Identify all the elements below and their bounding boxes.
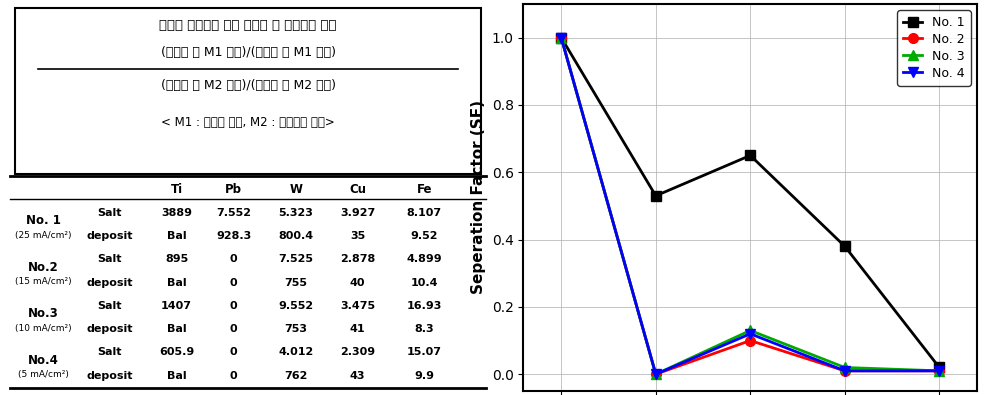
Text: 16.93: 16.93 xyxy=(406,301,442,311)
Text: 3.475: 3.475 xyxy=(340,301,375,311)
Text: 9.552: 9.552 xyxy=(278,301,313,311)
Text: 7.525: 7.525 xyxy=(278,254,313,264)
Text: 10.4: 10.4 xyxy=(410,278,438,288)
Text: (15 mA/cm²): (15 mA/cm²) xyxy=(15,277,71,286)
No. 4 xyxy=(743,331,755,336)
Text: deposit: deposit xyxy=(87,324,133,334)
FancyBboxPatch shape xyxy=(15,8,481,174)
No. 2 xyxy=(555,35,567,40)
No. 1 xyxy=(743,153,755,158)
Text: Pb: Pb xyxy=(225,183,242,196)
Text: < M1 : 불순물 금속, M2 : 타이타늄 금속>: < M1 : 불순물 금속, M2 : 타이타늄 금속> xyxy=(161,115,334,128)
Text: 5.323: 5.323 xyxy=(278,208,313,218)
Text: (25 mA/cm²): (25 mA/cm²) xyxy=(15,231,71,240)
Text: 2.878: 2.878 xyxy=(339,254,375,264)
Text: 755: 755 xyxy=(284,278,307,288)
Text: 0: 0 xyxy=(230,347,238,357)
Text: 8.3: 8.3 xyxy=(414,324,434,334)
Text: 0: 0 xyxy=(230,278,238,288)
Text: 3.927: 3.927 xyxy=(339,208,375,218)
Line: No. 4: No. 4 xyxy=(556,33,944,379)
Text: 2.309: 2.309 xyxy=(340,347,375,357)
Text: Ti: Ti xyxy=(171,183,182,196)
Text: Bal: Bal xyxy=(167,231,186,241)
Text: 895: 895 xyxy=(165,254,188,264)
Text: deposit: deposit xyxy=(87,231,133,241)
Text: 용융염 전해정련 공정 불순물 별 분리계수 도출: 용융염 전해정련 공정 불순물 별 분리계수 도출 xyxy=(159,19,336,32)
Line: No. 2: No. 2 xyxy=(556,33,944,379)
Text: 35: 35 xyxy=(350,231,365,241)
No. 3 xyxy=(555,35,567,40)
No. 3 xyxy=(838,365,850,370)
Y-axis label: Seperation Factor (SF): Seperation Factor (SF) xyxy=(470,100,486,295)
Text: 800.4: 800.4 xyxy=(278,231,313,241)
Text: 605.9: 605.9 xyxy=(159,347,194,357)
Text: 928.3: 928.3 xyxy=(216,231,251,241)
Text: (전착물 내 M1 분율)/(전해질 내 M1 분율): (전착물 내 M1 분율)/(전해질 내 M1 분율) xyxy=(161,46,335,59)
Text: Bal: Bal xyxy=(167,278,186,288)
Text: 40: 40 xyxy=(349,278,365,288)
Text: (10 mA/cm²): (10 mA/cm²) xyxy=(15,324,71,333)
Text: 1407: 1407 xyxy=(161,301,192,311)
Text: 0: 0 xyxy=(230,324,238,334)
No. 2 xyxy=(933,369,945,373)
Text: 9.52: 9.52 xyxy=(410,231,438,241)
Text: 8.107: 8.107 xyxy=(406,208,442,218)
Text: No. 1: No. 1 xyxy=(26,214,60,227)
Line: No. 3: No. 3 xyxy=(556,33,944,379)
Text: 7.552: 7.552 xyxy=(216,208,251,218)
Text: No.2: No.2 xyxy=(28,261,58,274)
Text: W: W xyxy=(289,183,302,196)
Text: 0: 0 xyxy=(230,254,238,264)
No. 2 xyxy=(649,372,661,376)
Text: 762: 762 xyxy=(284,371,307,380)
No. 1 xyxy=(933,365,945,370)
No. 4 xyxy=(838,369,850,373)
Text: Bal: Bal xyxy=(167,324,186,334)
Text: deposit: deposit xyxy=(87,278,133,288)
Line: No. 1: No. 1 xyxy=(556,33,944,372)
Text: Salt: Salt xyxy=(98,208,122,218)
No. 4 xyxy=(649,372,661,376)
No. 3 xyxy=(743,328,755,333)
Text: 41: 41 xyxy=(349,324,365,334)
Text: 4.012: 4.012 xyxy=(278,347,313,357)
No. 3 xyxy=(933,369,945,373)
Text: 4.899: 4.899 xyxy=(406,254,442,264)
Text: No.4: No.4 xyxy=(28,354,58,367)
Text: 9.9: 9.9 xyxy=(414,371,434,380)
Text: Salt: Salt xyxy=(98,347,122,357)
No. 4 xyxy=(933,369,945,373)
Text: 0: 0 xyxy=(230,301,238,311)
Legend: No. 1, No. 2, No. 3, No. 4: No. 1, No. 2, No. 3, No. 4 xyxy=(896,10,970,86)
Text: Salt: Salt xyxy=(98,254,122,264)
No. 3 xyxy=(649,372,661,376)
No. 1 xyxy=(649,194,661,198)
Text: 3889: 3889 xyxy=(161,208,192,218)
Text: deposit: deposit xyxy=(87,371,133,380)
Text: 0: 0 xyxy=(230,371,238,380)
No. 1 xyxy=(838,244,850,249)
Text: 15.07: 15.07 xyxy=(406,347,442,357)
Text: (전착물 내 M2 분율)/(전해질 내 M2 분율): (전착물 내 M2 분율)/(전해질 내 M2 분율) xyxy=(161,79,335,92)
Text: Salt: Salt xyxy=(98,301,122,311)
No. 1 xyxy=(555,35,567,40)
Text: Cu: Cu xyxy=(349,183,366,196)
Text: Bal: Bal xyxy=(167,371,186,380)
Text: Fe: Fe xyxy=(416,183,432,196)
Text: 43: 43 xyxy=(349,371,365,380)
No. 2 xyxy=(743,338,755,343)
No. 2 xyxy=(838,369,850,373)
Text: No.3: No.3 xyxy=(28,307,58,320)
Text: 753: 753 xyxy=(284,324,307,334)
Text: (5 mA/cm²): (5 mA/cm²) xyxy=(18,370,69,379)
No. 4 xyxy=(555,35,567,40)
